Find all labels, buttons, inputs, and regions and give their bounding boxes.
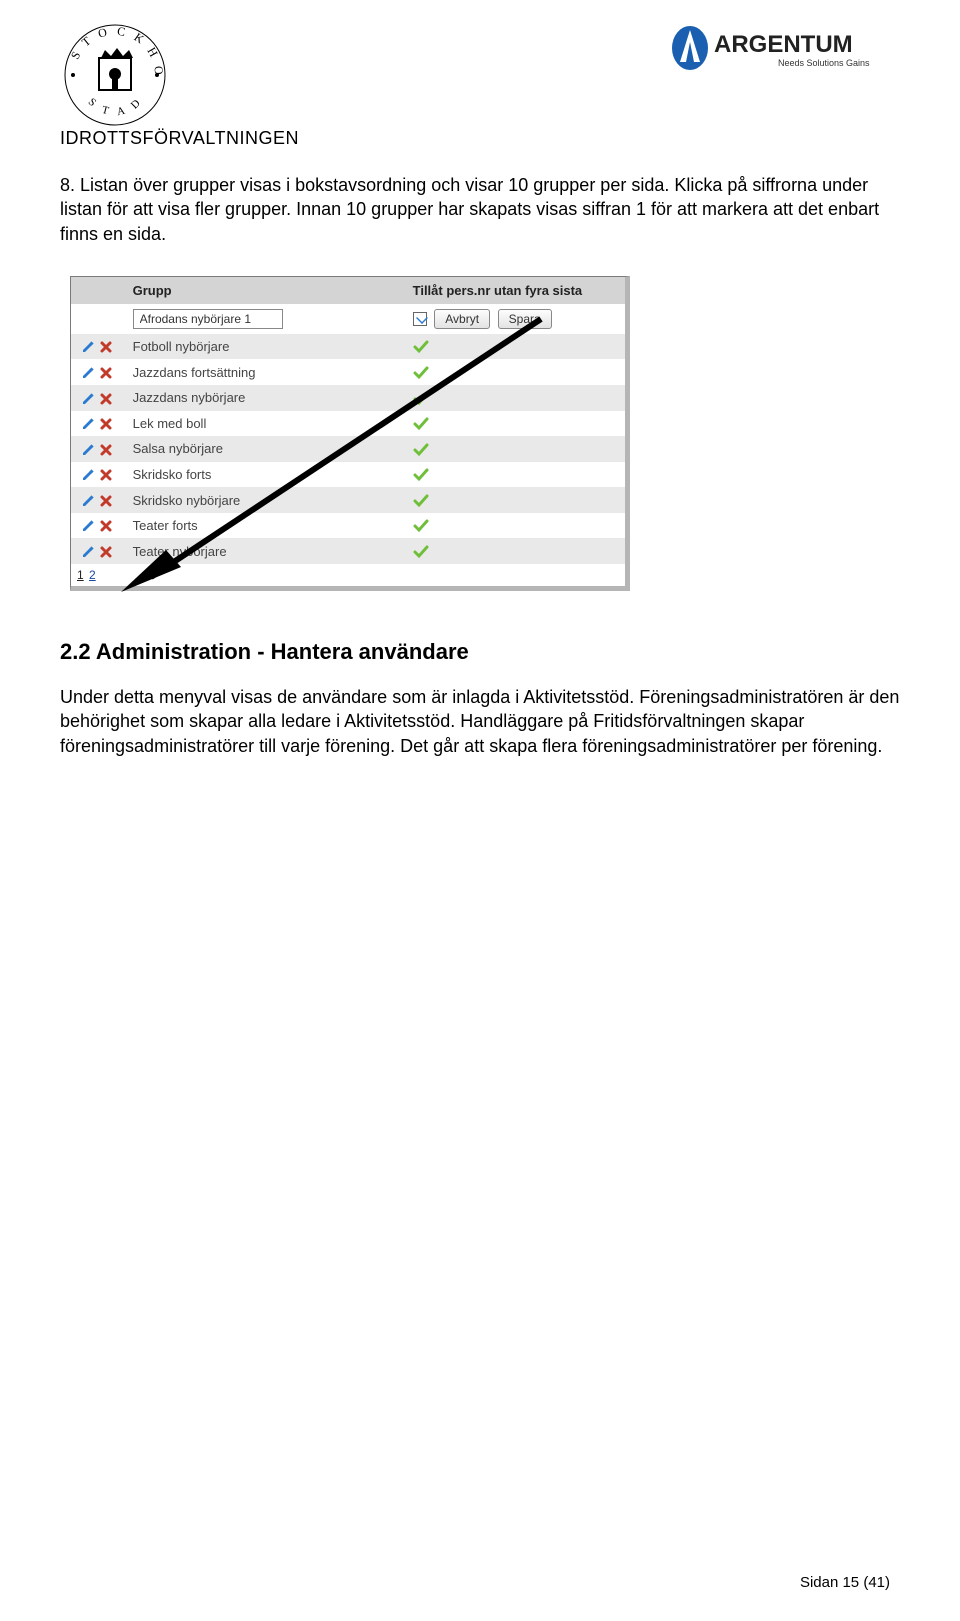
groups-table-screenshot: Grupp Tillåt pers.nr utan fyra sista Avb… <box>70 276 630 591</box>
group-name: Jazzdans fortsättning <box>123 359 403 385</box>
check-icon <box>413 545 429 559</box>
edit-row: Avbryt Spara <box>71 304 625 334</box>
delete-icon[interactable] <box>99 366 113 380</box>
table-row: Salsa nybörjare <box>71 436 625 462</box>
table-row: Teater nybörjare <box>71 538 625 564</box>
pager: 1 2 <box>71 564 625 586</box>
check-icon <box>413 468 429 482</box>
edit-icon[interactable] <box>81 443 95 457</box>
section-heading: 2.2 Administration - Hantera användare <box>60 639 900 665</box>
edit-icon[interactable] <box>81 545 95 559</box>
table-row: Jazzdans nybörjare <box>71 385 625 411</box>
table-row: Skridsko forts <box>71 462 625 488</box>
allow-checkbox[interactable] <box>413 312 427 326</box>
table-row: Jazzdans fortsättning <box>71 359 625 385</box>
check-icon <box>413 519 429 533</box>
delete-icon[interactable] <box>99 519 113 533</box>
svg-text:ARGENTUM: ARGENTUM <box>714 31 853 58</box>
group-name: Jazzdans nybörjare <box>123 385 403 411</box>
save-button[interactable]: Spara <box>498 309 552 329</box>
check-icon <box>413 340 429 354</box>
col-header-allow: Tillåt pers.nr utan fyra sista <box>403 277 625 304</box>
pager-current: 1 <box>77 568 84 582</box>
check-icon <box>413 417 429 431</box>
cancel-button[interactable]: Avbryt <box>434 309 490 329</box>
intro-paragraph: 8. Listan över grupper visas i bokstavso… <box>60 173 900 246</box>
delete-icon[interactable] <box>99 392 113 406</box>
header-subtitle: IDROTTSFÖRVALTNINGEN <box>60 128 900 149</box>
groups-table: Grupp Tillåt pers.nr utan fyra sista Avb… <box>71 277 625 564</box>
table-row: Fotboll nybörjare <box>71 334 625 360</box>
edit-icon[interactable] <box>81 494 95 508</box>
group-name: Skridsko forts <box>123 462 403 488</box>
table-row: Teater forts <box>71 513 625 539</box>
svg-text:Needs Solutions Gains: Needs Solutions Gains <box>778 58 870 68</box>
delete-icon[interactable] <box>99 340 113 354</box>
check-icon <box>413 443 429 457</box>
group-name: Skridsko nybörjare <box>123 487 403 513</box>
delete-icon[interactable] <box>99 443 113 457</box>
table-row: Lek med boll <box>71 411 625 437</box>
edit-icon[interactable] <box>81 468 95 482</box>
check-icon <box>413 392 429 406</box>
edit-icon[interactable] <box>81 519 95 533</box>
group-name: Lek med boll <box>123 411 403 437</box>
section-body: Under detta menyval visas de användare s… <box>60 685 900 758</box>
argentum-logo: ARGENTUM Needs Solutions Gains <box>670 24 900 72</box>
group-name: Salsa nybörjare <box>123 436 403 462</box>
group-name: Teater forts <box>123 513 403 539</box>
delete-icon[interactable] <box>99 545 113 559</box>
page-footer: Sidan 15 (41) <box>800 1574 890 1591</box>
group-name-input[interactable] <box>133 309 283 329</box>
intro-text: Listan över grupper visas i bokstavsordn… <box>60 175 879 244</box>
group-name: Fotboll nybörjare <box>123 334 403 360</box>
delete-icon[interactable] <box>99 417 113 431</box>
pager-link-2[interactable]: 2 <box>89 568 96 582</box>
svg-text:S T A D: S T A D <box>86 95 146 119</box>
stockholm-stad-logo: S T O C K H O L M S T A D <box>60 20 170 130</box>
page-header: S T O C K H O L M S T A D ARGENTUM Needs… <box>60 20 900 130</box>
edit-icon[interactable] <box>81 417 95 431</box>
delete-icon[interactable] <box>99 468 113 482</box>
col-header-group: Grupp <box>123 277 403 304</box>
check-icon <box>413 366 429 380</box>
edit-icon[interactable] <box>81 366 95 380</box>
list-item-number: 8. <box>60 175 75 195</box>
table-row: Skridsko nybörjare <box>71 487 625 513</box>
edit-icon[interactable] <box>81 340 95 354</box>
edit-icon[interactable] <box>81 392 95 406</box>
delete-icon[interactable] <box>99 494 113 508</box>
check-icon <box>413 494 429 508</box>
group-name: Teater nybörjare <box>123 538 403 564</box>
